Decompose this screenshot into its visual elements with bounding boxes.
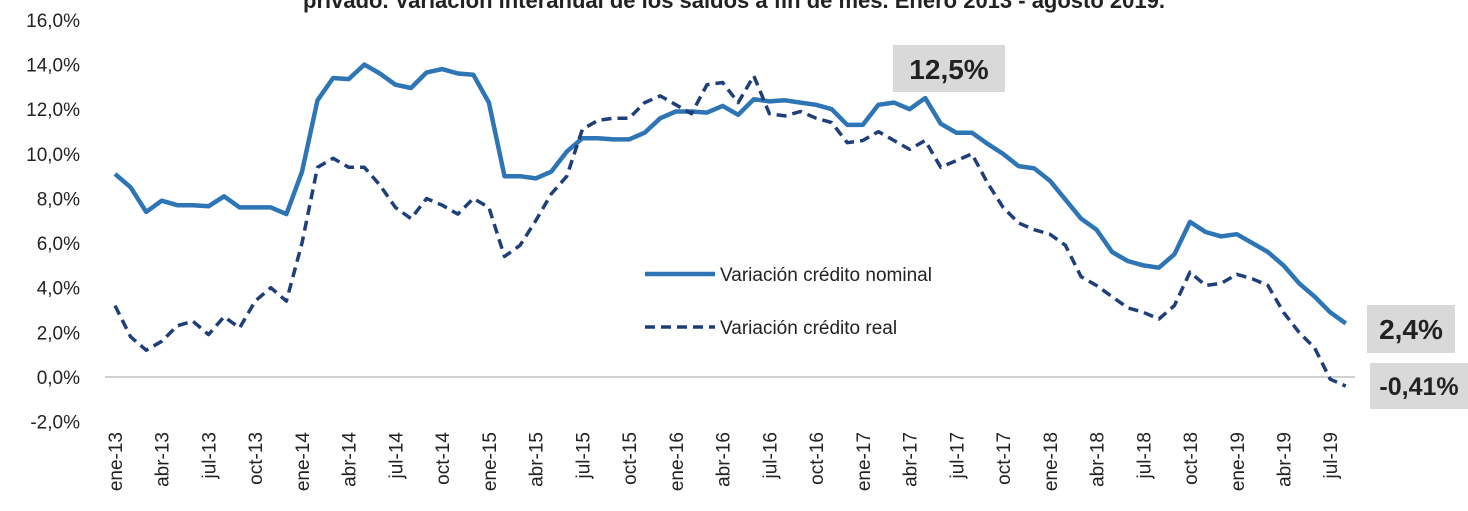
x-tick-label: jul-14: [386, 432, 407, 480]
x-tick-label: jul-17: [947, 432, 968, 479]
x-tick-label: oct-13: [246, 432, 267, 485]
x-tick-label: ene-17: [854, 432, 875, 491]
x-tick-label: oct-14: [433, 432, 454, 485]
y-tick-label: 0,0%: [37, 368, 80, 389]
x-tick-label: ene-19: [1228, 432, 1249, 491]
x-tick-label: oct-18: [1181, 432, 1202, 485]
x-tick-label: jul-15: [573, 432, 594, 479]
y-tick-label: 10,0%: [26, 145, 80, 166]
x-tick-label: ene-14: [293, 432, 314, 492]
x-tick-label: jul-19: [1321, 432, 1342, 479]
x-tick-label: abr-16: [714, 432, 735, 487]
y-tick-label: -2,0%: [30, 413, 80, 434]
annotation-box: [1367, 305, 1455, 353]
x-tick-label: ene-15: [480, 432, 501, 491]
x-tick-label: abr-15: [527, 432, 548, 487]
x-tick-label: abr-13: [153, 432, 174, 487]
x-tick-label: oct-16: [807, 432, 828, 485]
x-tick-label: ene-16: [667, 432, 688, 491]
legend-label: Variación crédito real: [720, 318, 897, 339]
x-tick-label: jul-18: [1134, 432, 1155, 479]
x-tick-label: ene-13: [106, 432, 127, 491]
y-tick-label: 14,0%: [26, 56, 80, 77]
x-tick-label: abr-19: [1275, 432, 1296, 487]
annotation: 2,4%: [1379, 314, 1443, 345]
y-tick-label: 8,0%: [37, 189, 80, 210]
x-tick-label: ene-18: [1041, 432, 1062, 491]
x-tick-label: abr-18: [1088, 432, 1109, 487]
x-tick-label: jul-16: [760, 432, 781, 479]
legend-label: Variación crédito nominal: [720, 265, 932, 286]
x-tick-label: abr-14: [340, 432, 361, 487]
annotation-box: [1370, 363, 1468, 409]
x-tick-label: oct-17: [994, 432, 1015, 485]
y-tick-label: 12,0%: [26, 100, 80, 121]
x-tick-label: abr-17: [901, 432, 922, 487]
series-line: [113, 74, 1347, 388]
x-tick-label: oct-15: [620, 432, 641, 485]
chart-title: privado. Variación interanual de los sal…: [303, 0, 1165, 13]
y-tick-label: 2,0%: [37, 323, 80, 344]
y-tick-label: 4,0%: [37, 279, 80, 300]
annotation: -0,41%: [1379, 373, 1458, 401]
annotation-box: [893, 45, 1005, 92]
annotation: 12,5%: [909, 54, 988, 85]
y-tick-label: 16,0%: [26, 11, 80, 32]
series-line: [113, 62, 1348, 326]
x-tick-label: jul-13: [199, 432, 220, 479]
y-tick-label: 6,0%: [37, 234, 80, 255]
